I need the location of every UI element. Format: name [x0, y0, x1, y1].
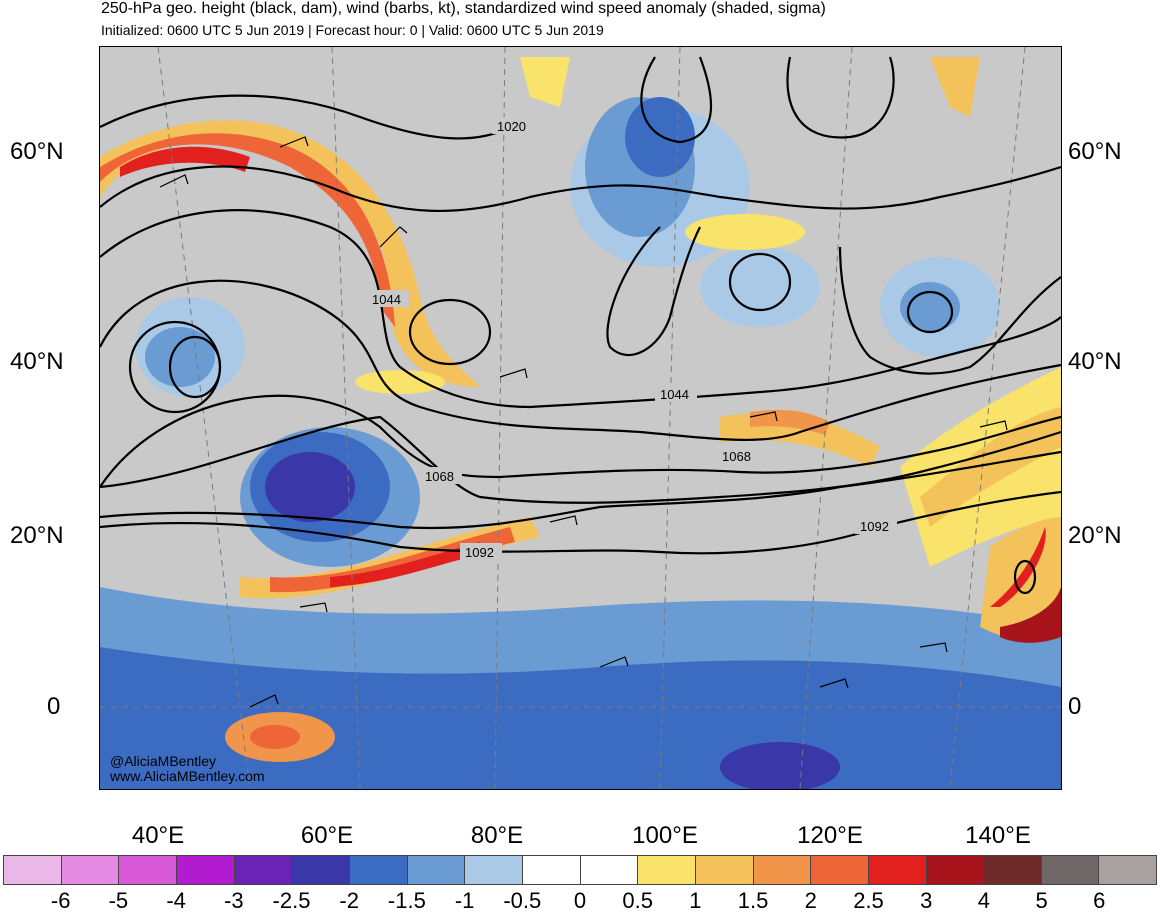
- wind-barbs: [159, 136, 1008, 708]
- colorbar-swatch: [406, 855, 465, 885]
- colorbar-swatch: [3, 855, 61, 885]
- colorbar-label: -1.5: [387, 888, 426, 913]
- map-title: 250-hPa geo. height (black, dam), wind (…: [101, 0, 826, 17]
- contour-label: 1092: [860, 519, 889, 534]
- colorbar-swatch: [579, 855, 638, 885]
- colorbar-label: -2.5: [272, 888, 311, 913]
- contour-label: 1068: [425, 469, 454, 484]
- lat-label-right: 40°N: [1068, 348, 1122, 375]
- colorbar-label: -3: [224, 888, 244, 913]
- lon-label: 100°E: [632, 822, 698, 849]
- colorbar-label: 0: [573, 888, 587, 913]
- colorbar-label: 2: [804, 888, 817, 913]
- map-panel: 1020 1044 1044 1068 1068 1092 1092: [99, 46, 1062, 790]
- contour-label: 1092: [465, 545, 494, 560]
- lat-label-right: 60°N: [1068, 138, 1122, 165]
- anomaly-shading: [100, 47, 1061, 789]
- lon-label: 80°E: [470, 822, 524, 849]
- lat-label-left: 20°N: [10, 522, 64, 549]
- colorbar-swatch: [1040, 855, 1099, 885]
- lat-label-right: 0: [1068, 693, 1082, 720]
- height-contours: [100, 56, 1061, 595]
- colorbar-swatch: [233, 855, 292, 885]
- lat-label-right: 20°N: [1068, 522, 1122, 549]
- colorbar-label: 5: [1035, 888, 1048, 913]
- colorbar-label: -5: [108, 888, 129, 913]
- colorbar-label: -4: [166, 888, 186, 913]
- colorbar-label: 1: [689, 888, 702, 913]
- contour-label: 1044: [372, 292, 401, 307]
- colorbar-swatch: [118, 855, 176, 885]
- lon-label: 60°E: [300, 822, 354, 849]
- lat-label-left: 60°N: [10, 138, 64, 165]
- credit-url: www.AliciaMBentley.com: [110, 768, 265, 784]
- colorbar-label: 0.5: [622, 888, 653, 913]
- map-subtitle: Initialized: 0600 UTC 5 Jun 2019 | Forec…: [101, 22, 604, 38]
- contour-label: 1020: [497, 119, 526, 134]
- colorbar-swatch: [925, 855, 984, 885]
- credit-handle: @AliciaMBentley: [110, 753, 217, 769]
- colorbar-swatch: [291, 855, 349, 885]
- colorbar-label: 6: [1093, 888, 1106, 913]
- colorbar: [3, 855, 1158, 885]
- contour-label: 1068: [722, 449, 751, 464]
- colorbar-swatch: [521, 855, 580, 885]
- lon-label: 40°E: [131, 822, 185, 849]
- colorbar-label: -0.5: [503, 888, 542, 913]
- colorbar-label: 3: [920, 888, 933, 913]
- map-canvas: 1020 1044 1044 1068 1068 1092 1092: [100, 47, 1061, 789]
- colorbar-label: 4: [977, 888, 991, 913]
- colorbar-label: 2.5: [853, 888, 884, 913]
- colorbar-swatch: [60, 855, 119, 885]
- colorbar-swatch: [1098, 855, 1158, 885]
- lon-label: 120°E: [797, 822, 863, 849]
- colorbar-swatch: [637, 855, 695, 885]
- colorbar-swatch: [983, 855, 1041, 885]
- contour-label: 1044: [660, 387, 689, 402]
- lat-label-left: 40°N: [10, 348, 64, 375]
- colorbar-swatch: [348, 855, 407, 885]
- lon-label: 140°E: [965, 822, 1031, 849]
- colorbar-label: -6: [50, 888, 71, 913]
- colorbar-swatch: [867, 855, 926, 885]
- colorbar-label: -1: [454, 888, 475, 913]
- colorbar-swatch: [694, 855, 753, 885]
- colorbar-swatch: [175, 855, 234, 885]
- lat-label-left: 0: [47, 693, 61, 720]
- contour-label-group: 1020 1044 1044 1068 1068 1092 1092: [367, 117, 897, 560]
- colorbar-label: 1.5: [737, 888, 769, 913]
- colorbar-swatch: [464, 855, 522, 885]
- colorbar-swatch: [810, 855, 868, 885]
- colorbar-label: -2: [339, 888, 359, 913]
- colorbar-swatch: [752, 855, 811, 885]
